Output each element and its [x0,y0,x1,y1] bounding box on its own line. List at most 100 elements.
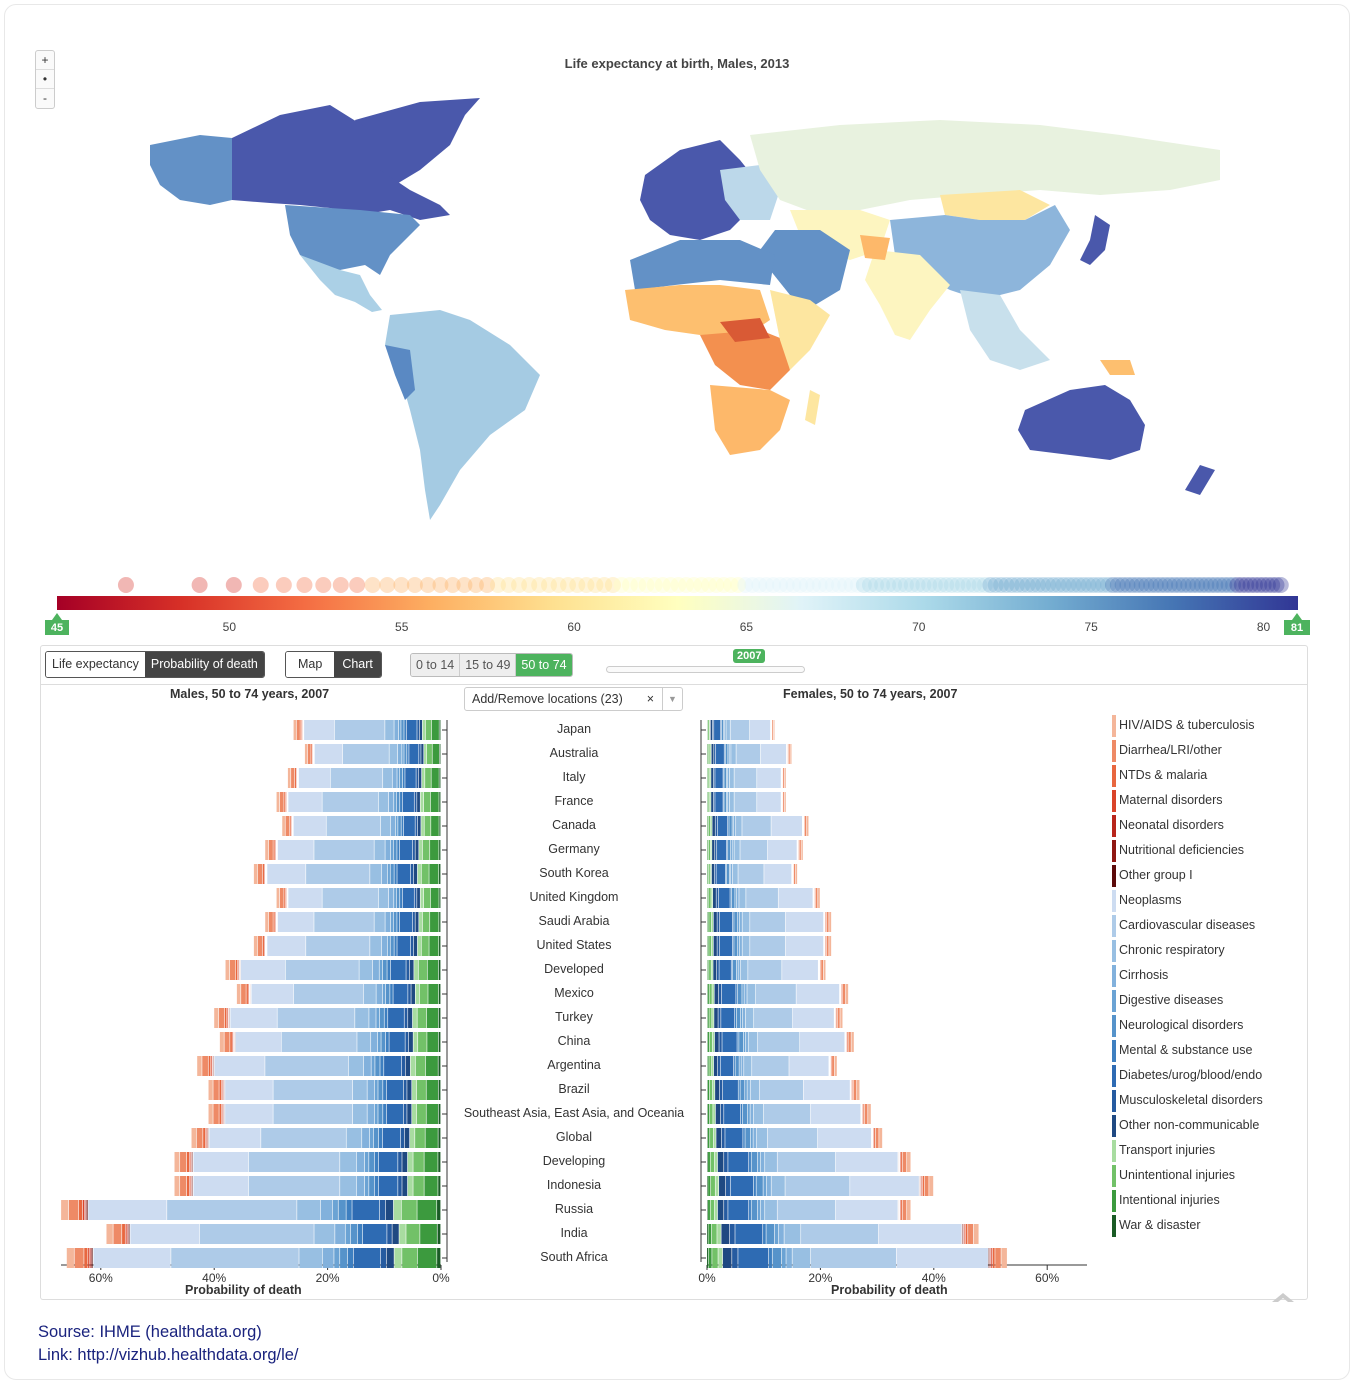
country-label[interactable]: Italy [562,770,586,784]
country-dot[interactable] [1246,577,1263,593]
country-dot[interactable] [758,577,775,593]
country-dot[interactable] [569,577,586,593]
country-dot[interactable] [1259,577,1276,593]
country-label[interactable]: Saudi Arabia [538,914,610,928]
country-dot[interactable] [531,577,548,593]
map-region-japan[interactable] [1080,215,1110,265]
zoom-out-button[interactable]: - [43,91,47,105]
country-label[interactable]: Brazil [558,1082,590,1096]
country-dot[interactable] [1019,577,1036,593]
country-dot[interactable] [578,577,595,593]
zoom-in-button[interactable]: + [36,51,54,70]
country-dot[interactable] [1268,577,1285,593]
country-dot[interactable] [993,577,1010,593]
probability-of-death-tab[interactable]: Probability of death [144,652,264,677]
country-label[interactable]: Japan [556,722,592,736]
country-dot[interactable] [843,577,860,593]
country-dot[interactable] [419,577,436,593]
country-dot[interactable] [693,577,710,593]
country-dot[interactable] [364,577,381,593]
country-dot[interactable] [998,577,1015,593]
age-15-49-tab[interactable]: 15 to 49 [460,654,517,676]
country-dot[interactable] [444,577,461,593]
country-dot[interactable] [921,577,938,593]
footer-link[interactable]: Link: http://vizhub.healthdata.org/le/ [38,1346,299,1364]
zoom-reset-button[interactable]: • [36,70,54,89]
country-dot[interactable] [456,577,473,593]
country-dot[interactable] [1255,577,1272,593]
map-region-south-america[interactable] [385,310,540,520]
country-dot[interactable] [897,577,914,593]
chevron-down-icon[interactable]: ▼ [662,688,682,710]
country-label[interactable]: Germany [548,842,600,856]
country-dot[interactable] [1138,577,1155,593]
country-dot[interactable] [1242,577,1259,593]
country-dot[interactable] [630,577,647,593]
country-dot[interactable] [1225,577,1242,593]
country-dot[interactable] [393,577,410,593]
country-dot[interactable] [621,577,638,593]
max-handle[interactable]: 81 [1284,613,1310,635]
country-dot[interactable] [805,577,822,593]
country-label[interactable]: Southeast Asia, East Asia, and Oceania [463,1106,685,1120]
country-dot[interactable] [500,577,517,593]
country-dot[interactable] [700,577,717,593]
map-region-middle-east[interactable] [760,230,850,305]
country-dot[interactable] [1175,577,1192,593]
country-dot[interactable] [596,577,613,593]
country-label[interactable]: Indonesia [546,1178,602,1192]
country-label[interactable]: Global [555,1130,593,1144]
country-dot[interactable] [737,577,754,593]
map-region-india[interactable] [865,250,950,340]
country-label[interactable]: India [560,1226,588,1240]
country-dot[interactable] [1216,577,1233,593]
map-region-europe[interactable] [640,140,760,240]
country-dot[interactable] [874,577,891,593]
country-dot[interactable] [1085,577,1102,593]
country-dot[interactable] [1075,577,1092,593]
map-region-mongolia[interactable] [940,190,1050,220]
country-dot[interactable] [886,577,903,593]
country-dot[interactable] [1184,577,1201,593]
country-dot[interactable] [976,577,993,593]
country-label[interactable]: Developed [544,962,604,976]
country-dot[interactable] [811,577,828,593]
country-dot[interactable] [1251,577,1268,593]
country-label[interactable]: Argentina [547,1058,601,1072]
country-dot[interactable] [315,577,332,593]
country-dot[interactable] [830,577,847,593]
country-dot[interactable] [613,577,630,593]
country-dot[interactable] [1055,577,1072,593]
map-region-north-africa[interactable] [630,240,775,290]
country-dot[interactable] [868,577,885,593]
country-dot[interactable] [1220,577,1237,593]
country-dot[interactable] [1045,577,1062,593]
country-dot[interactable] [744,577,761,593]
country-label[interactable]: Developing [542,1154,606,1168]
country-label[interactable]: United Kingdom [529,890,619,904]
country-dot[interactable] [1080,577,1097,593]
country-dot[interactable] [1065,577,1082,593]
country-dot[interactable] [432,577,449,593]
map-region-peru[interactable] [385,345,415,400]
country-dot[interactable] [252,577,269,593]
age-0-14-tab[interactable]: 0 to 14 [411,654,461,676]
country-dot[interactable] [1180,577,1197,593]
map-region-east-africa[interactable] [770,290,830,370]
country-dot[interactable] [1161,577,1178,593]
country-dot[interactable] [880,577,897,593]
country-dot[interactable] [1003,577,1020,593]
country-dot[interactable] [604,577,621,593]
country-dot[interactable] [966,577,983,593]
year-slider-track[interactable] [606,666,805,673]
country-dot[interactable] [960,577,977,593]
country-dot[interactable] [971,577,988,593]
country-dot[interactable] [722,577,739,593]
country-dot[interactable] [1202,577,1219,593]
country-dot[interactable] [1229,577,1246,593]
map-region-papua[interactable] [1100,360,1135,375]
country-dot[interactable] [1157,577,1174,593]
country-dot[interactable] [861,577,878,593]
country-dot[interactable] [540,577,557,593]
life-expectancy-tab[interactable]: Life expectancy [46,652,145,677]
